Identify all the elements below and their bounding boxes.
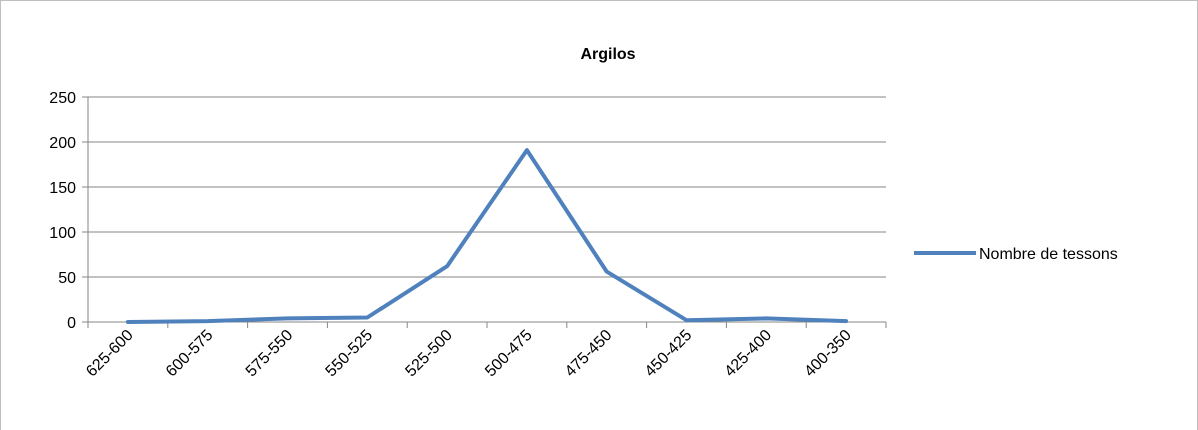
y-tick-label: 150 — [49, 180, 76, 197]
series-group — [125, 148, 849, 324]
x-tick-label: 425-400 — [722, 327, 776, 381]
y-axis-ticks: 0 50 100 150 200 250 — [49, 90, 88, 332]
x-tick-label: 500-475 — [482, 327, 536, 381]
x-tick-label: 575-550 — [243, 327, 297, 381]
x-axis-ticks: 625-600 600-575 575-550 550-525 525-500 500-4… — [83, 322, 887, 381]
legend: Nombre de tessons — [914, 246, 1118, 263]
gridlines — [88, 96, 886, 278]
legend-entry-label: Nombre de tessons — [979, 246, 1118, 263]
x-tick-label: 550-525 — [323, 327, 377, 381]
x-tick-label: 625-600 — [83, 327, 137, 381]
y-tick-label: 50 — [58, 270, 76, 287]
x-tick-label: 525-500 — [402, 327, 456, 381]
series-line-0 — [125, 148, 849, 324]
x-tick-label: 475-450 — [562, 327, 616, 381]
x-tick-label: 400-350 — [801, 327, 855, 381]
chart-title: Argilos — [580, 46, 635, 63]
y-tick-label: 200 — [49, 135, 76, 152]
x-tick-label: 600-575 — [163, 327, 217, 381]
y-tick-label: 250 — [49, 90, 76, 107]
x-tick-label: 450-425 — [642, 327, 696, 381]
y-tick-label: 0 — [67, 315, 76, 332]
y-tick-label: 100 — [49, 225, 76, 242]
